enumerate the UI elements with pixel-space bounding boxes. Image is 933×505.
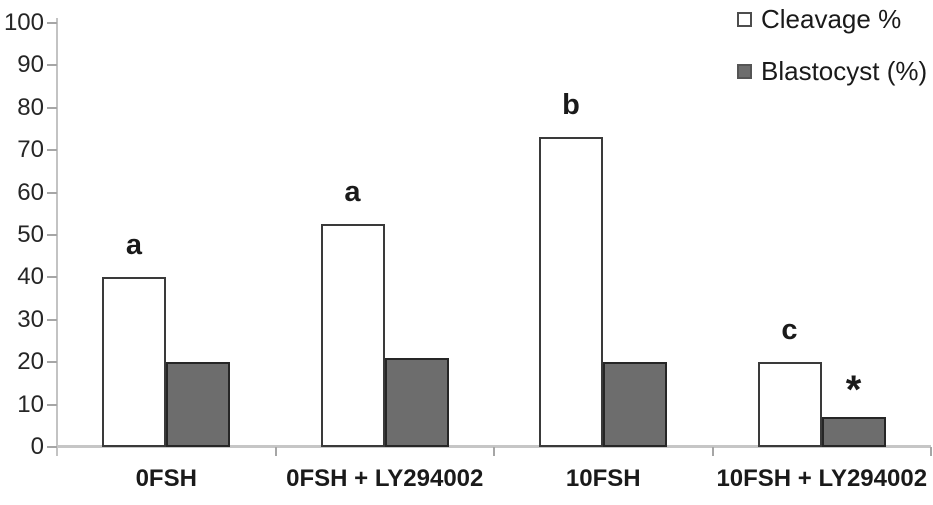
category-label: 0FSH + LY294002 (286, 465, 484, 492)
y-axis-label: 100 (3, 9, 44, 36)
category-label: 10FSH (565, 465, 641, 492)
annotation: c (781, 314, 798, 347)
x-axis-tick (493, 447, 495, 456)
y-axis-tick (47, 191, 57, 194)
y-axis-tick (47, 64, 57, 67)
bar (821, 417, 886, 447)
bar (102, 277, 166, 447)
y-axis-label: 80 (17, 93, 44, 121)
annotation: a (344, 176, 361, 209)
y-axis-tick (47, 318, 57, 321)
category-label: 10FSH + LY294002 (716, 465, 928, 492)
y-axis-label: 50 (17, 221, 44, 248)
y-axis-tick (47, 276, 57, 279)
y-axis-tick (47, 22, 57, 24)
y-axis-tick (47, 106, 57, 109)
cleavage-swatch-icon (737, 11, 752, 27)
legend-item-cleavage: Cleavage % (737, 4, 901, 34)
x-axis-tick (274, 447, 277, 456)
y-axis-tick (47, 234, 57, 236)
annotation: b (562, 89, 580, 122)
annotation: * (845, 368, 862, 413)
bar (320, 224, 385, 447)
bar (384, 357, 449, 447)
annotation: a (125, 229, 143, 262)
y-axis-label: 10 (17, 390, 44, 418)
y-axis-label: 60 (17, 178, 44, 206)
y-axis-line (56, 18, 58, 456)
category-label: 0FSH (135, 465, 197, 492)
y-axis-tick (47, 361, 57, 364)
x-axis-tick (711, 447, 714, 456)
legend-item-blastocyst: Blastocyst (%) (737, 56, 927, 86)
y-axis-label: 20 (17, 348, 44, 376)
y-axis-label: 40 (17, 263, 44, 291)
y-axis-label: 90 (17, 51, 44, 79)
y-axis-label: 30 (17, 305, 44, 333)
bar (603, 362, 667, 447)
y-axis-tick (47, 446, 57, 448)
x-axis-tick (930, 447, 932, 456)
y-axis-tick (47, 403, 57, 406)
x-axis-line (57, 445, 931, 448)
blastocyst-swatch-icon (737, 63, 752, 79)
bar (539, 137, 603, 447)
y-axis-tick (47, 149, 57, 152)
bar (166, 362, 230, 447)
y-axis-label: 0 (30, 433, 44, 460)
legend-label-blastocyst: Blastocyst (%) (761, 56, 928, 86)
bar (757, 362, 822, 447)
y-axis-label: 70 (17, 136, 44, 164)
legend-label-cleavage: Cleavage % (761, 4, 902, 34)
